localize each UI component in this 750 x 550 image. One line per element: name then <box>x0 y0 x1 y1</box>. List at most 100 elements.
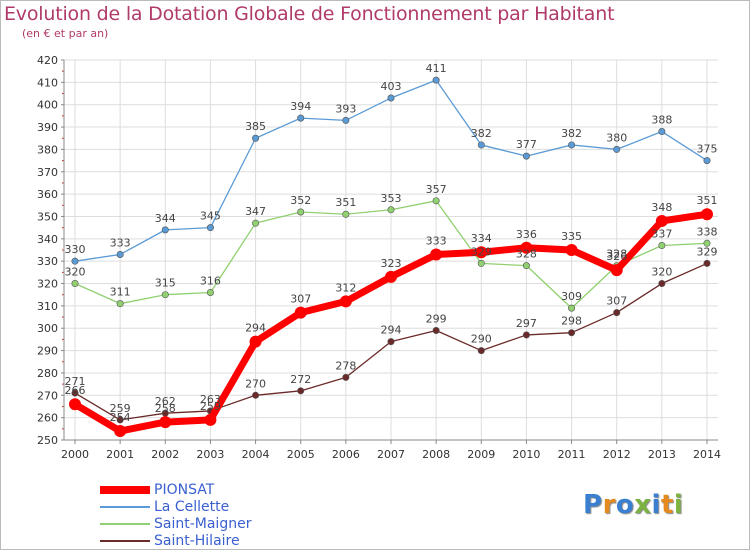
y-tick-label: 330 <box>37 255 58 268</box>
data-point <box>252 219 260 227</box>
data-point <box>71 389 79 397</box>
y-tick-label: 290 <box>37 345 58 358</box>
y-tick-label: 360 <box>37 188 58 201</box>
data-label: 352 <box>290 194 311 207</box>
data-label: 262 <box>155 395 176 408</box>
data-label: 338 <box>697 225 718 238</box>
logo-letter: i <box>651 490 661 520</box>
data-point <box>703 239 711 247</box>
data-label: 320 <box>651 266 672 279</box>
data-point <box>703 259 711 267</box>
data-label: 307 <box>606 295 627 308</box>
data-point <box>342 116 350 124</box>
chart-subtitle: (en € et par an) <box>22 27 109 40</box>
chart-title: Evolution de la Dotation Globale de Fonc… <box>4 3 615 25</box>
data-label: 294 <box>381 324 402 337</box>
data-point <box>568 304 576 312</box>
x-tick-label: 2001 <box>106 448 134 461</box>
data-label: 345 <box>200 210 221 223</box>
data-point <box>387 338 395 346</box>
data-label: 380 <box>606 131 627 144</box>
y-tick-label: 300 <box>37 322 58 335</box>
data-label: 316 <box>200 274 221 287</box>
data-point <box>565 244 578 256</box>
y-tick-label: 380 <box>37 143 58 156</box>
data-label: 377 <box>516 138 537 151</box>
y-tick-label: 250 <box>37 434 58 447</box>
logo-letter: r <box>602 490 616 520</box>
data-label: 347 <box>245 205 266 218</box>
data-point <box>161 226 169 234</box>
data-label: 278 <box>335 359 356 372</box>
logo-letter: i <box>673 490 684 520</box>
x-tick-label: 2000 <box>61 448 89 461</box>
data-label: 254 <box>110 411 131 424</box>
data-point <box>477 141 485 149</box>
data-point <box>252 391 260 399</box>
data-label: 297 <box>516 317 537 330</box>
legend-label: PIONSAT <box>154 482 215 498</box>
y-tick-label: 410 <box>37 76 58 89</box>
data-point <box>206 224 214 232</box>
data-label: 344 <box>155 212 176 225</box>
x-tick-label: 2013 <box>648 448 676 461</box>
data-point <box>658 128 666 136</box>
data-point <box>522 152 530 160</box>
data-point <box>252 134 260 142</box>
data-point <box>161 291 169 299</box>
data-label: 411 <box>426 62 447 75</box>
data-label: 307 <box>290 293 311 306</box>
data-label: 263 <box>200 393 221 406</box>
y-tick-label: 420 <box>37 54 58 67</box>
y-tick-label: 350 <box>37 210 58 223</box>
data-label: 272 <box>290 373 311 386</box>
data-point <box>387 206 395 214</box>
x-tick-label: 2010 <box>512 448 540 461</box>
x-tick-label: 2008 <box>422 448 450 461</box>
data-point <box>703 157 711 165</box>
data-label: 320 <box>65 266 86 279</box>
data-point <box>294 306 307 319</box>
legend-swatch <box>100 506 150 508</box>
data-point <box>568 329 576 337</box>
data-point <box>385 270 397 283</box>
data-label: 394 <box>290 100 311 113</box>
x-tick-label: 2003 <box>196 448 224 461</box>
data-point <box>342 210 350 218</box>
x-tick-label: 2005 <box>287 448 315 461</box>
data-point <box>658 280 666 288</box>
x-tick-label: 2007 <box>377 448 405 461</box>
data-label: 333 <box>110 236 131 249</box>
data-label: 337 <box>651 228 672 241</box>
y-tick-label: 260 <box>37 412 58 425</box>
data-point <box>342 373 350 381</box>
data-label: 336 <box>516 228 537 241</box>
data-label: 382 <box>561 127 582 140</box>
data-label: 348 <box>651 201 672 214</box>
logo-letter: t <box>660 490 674 520</box>
data-point <box>387 94 395 102</box>
data-label: 393 <box>335 102 356 115</box>
x-tick-label: 2009 <box>467 448 495 461</box>
data-label: 388 <box>651 114 672 127</box>
legend-label: Saint-Hilaire <box>154 533 240 549</box>
data-label: 312 <box>335 281 356 294</box>
y-tick-label: 280 <box>37 367 58 380</box>
data-label: 329 <box>697 245 718 258</box>
data-label: 259 <box>200 400 221 413</box>
data-label: 271 <box>65 375 86 388</box>
data-point <box>297 387 305 395</box>
data-point <box>206 288 214 296</box>
data-label: 270 <box>245 377 266 390</box>
data-point <box>522 262 530 270</box>
data-point <box>522 331 530 339</box>
y-tick-label: 400 <box>37 99 58 112</box>
data-label: 315 <box>155 277 176 290</box>
legend-swatch <box>100 540 150 542</box>
data-label: 351 <box>335 196 356 209</box>
y-tick-label: 320 <box>37 278 58 291</box>
data-point <box>116 300 124 308</box>
data-point <box>701 208 713 221</box>
data-label: 290 <box>471 333 492 346</box>
